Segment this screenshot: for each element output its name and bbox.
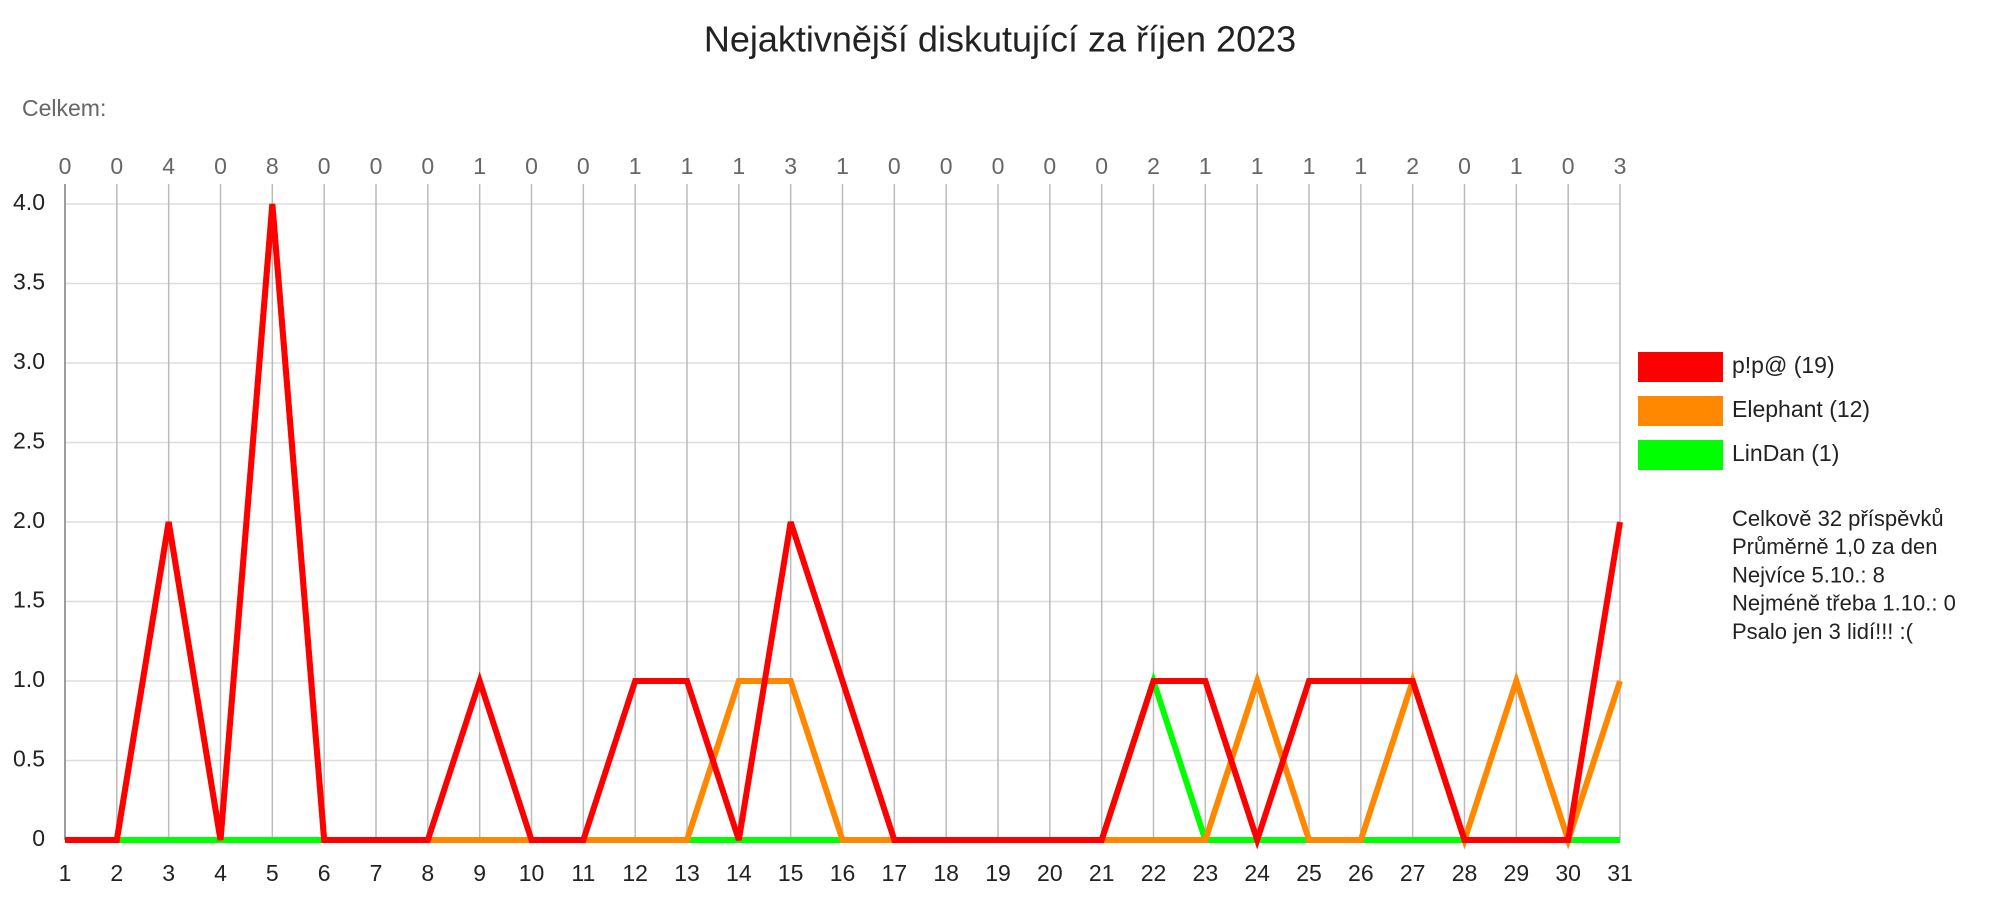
total-label: 2: [1147, 153, 1160, 179]
total-label: 0: [577, 153, 590, 179]
x-tick-label: 4: [214, 860, 227, 886]
total-label: 8: [266, 153, 279, 179]
total-label: 0: [1458, 153, 1471, 179]
x-tick-label: 8: [421, 860, 434, 886]
totals-label: Celkem:: [22, 95, 106, 121]
total-label: 1: [629, 153, 642, 179]
x-tick-label: 9: [473, 860, 486, 886]
total-label: 3: [1614, 153, 1627, 179]
total-label: 1: [1354, 153, 1367, 179]
total-label: 0: [992, 153, 1005, 179]
x-tick-label: 1: [59, 860, 72, 886]
y-tick-label: 1.5: [13, 587, 45, 613]
x-tick-label: 10: [519, 860, 545, 886]
y-tick-label: 2.5: [13, 428, 45, 454]
x-tick-label: 11: [571, 860, 595, 886]
x-tick-label: 2: [110, 860, 123, 886]
y-tick-label: 3.0: [13, 348, 45, 374]
x-tick-label: 5: [266, 860, 279, 886]
total-label: 1: [473, 153, 486, 179]
total-label: 0: [1095, 153, 1108, 179]
stats-line: Psalo jen 3 lidí!!! :(: [1732, 619, 1914, 644]
total-label: 0: [1562, 153, 1575, 179]
total-label: 0: [421, 153, 434, 179]
x-tick-label: 3: [162, 860, 175, 886]
total-label: 1: [1251, 153, 1264, 179]
total-label: 0: [214, 153, 227, 179]
total-label: 0: [59, 153, 72, 179]
total-label: 0: [940, 153, 953, 179]
total-label: 1: [732, 153, 745, 179]
total-label: 3: [784, 153, 797, 179]
x-tick-label: 17: [882, 860, 908, 886]
legend-swatch: [1638, 396, 1723, 426]
x-tick-label: 27: [1400, 860, 1426, 886]
legend-swatch: [1638, 352, 1723, 382]
legend-label: p!p@ (19): [1732, 352, 1835, 378]
legend-swatch: [1638, 440, 1723, 470]
total-label: 4: [162, 153, 175, 179]
total-label: 0: [525, 153, 538, 179]
total-label: 1: [1199, 153, 1212, 179]
total-label: 2: [1406, 153, 1419, 179]
x-tick-label: 15: [778, 860, 804, 886]
total-label: 1: [1303, 153, 1316, 179]
x-tick-label: 22: [1141, 860, 1167, 886]
x-tick-label: 6: [318, 860, 331, 886]
y-tick-label: 0: [32, 825, 45, 851]
y-tick-label: 1.0: [13, 666, 45, 692]
x-tick-label: 26: [1348, 860, 1374, 886]
total-label: 1: [1510, 153, 1523, 179]
x-tick-label: 20: [1037, 860, 1063, 886]
total-label: 0: [1043, 153, 1056, 179]
x-tick-label: 25: [1296, 860, 1322, 886]
x-tick-label: 31: [1607, 860, 1633, 886]
stats-line: Nejvíce 5.10.: 8: [1732, 562, 1885, 587]
x-tick-label: 30: [1555, 860, 1581, 886]
stats-line: Celkově 32 příspěvků: [1732, 506, 1944, 531]
total-label: 0: [888, 153, 901, 179]
x-tick-label: 14: [726, 860, 752, 886]
series-line: [65, 203, 1623, 850]
x-tick-label: 19: [985, 860, 1011, 886]
y-tick-label: 3.5: [13, 269, 45, 295]
total-label: 0: [318, 153, 331, 179]
chart-title: Nejaktivnější diskutující za říjen 2023: [704, 19, 1296, 60]
x-tick-label: 23: [1193, 860, 1219, 886]
x-tick-label: 18: [933, 860, 959, 886]
x-tick-label: 24: [1244, 860, 1270, 886]
total-label: 0: [370, 153, 383, 179]
total-label: 1: [836, 153, 849, 179]
x-tick-label: 13: [674, 860, 700, 886]
x-tick-label: 21: [1089, 860, 1115, 886]
stats-line: Průměrně 1,0 za den: [1732, 534, 1937, 559]
total-label: 0: [110, 153, 123, 179]
stats-line: Nejméně třeba 1.10.: 0: [1732, 591, 1956, 616]
x-tick-label: 28: [1452, 860, 1478, 886]
x-tick-label: 29: [1504, 860, 1530, 886]
x-tick-label: 7: [370, 860, 383, 886]
x-tick-label: 12: [622, 860, 648, 886]
x-tick-label: 16: [830, 860, 856, 886]
y-tick-label: 4.0: [13, 189, 45, 215]
total-label: 1: [681, 153, 694, 179]
y-tick-label: 2.0: [13, 507, 45, 533]
legend-label: LinDan (1): [1732, 440, 1839, 466]
y-tick-label: 0.5: [13, 746, 45, 772]
legend-label: Elephant (12): [1732, 396, 1870, 422]
